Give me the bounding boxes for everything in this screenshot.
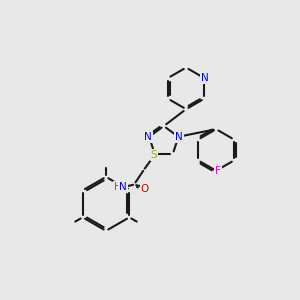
Text: O: O [141, 184, 149, 194]
Text: S: S [151, 150, 157, 160]
Text: F: F [215, 166, 220, 176]
Text: N: N [145, 132, 152, 142]
Text: N: N [175, 132, 183, 142]
Text: N: N [201, 73, 209, 83]
Text: H: H [114, 182, 122, 192]
Text: N: N [119, 182, 127, 192]
